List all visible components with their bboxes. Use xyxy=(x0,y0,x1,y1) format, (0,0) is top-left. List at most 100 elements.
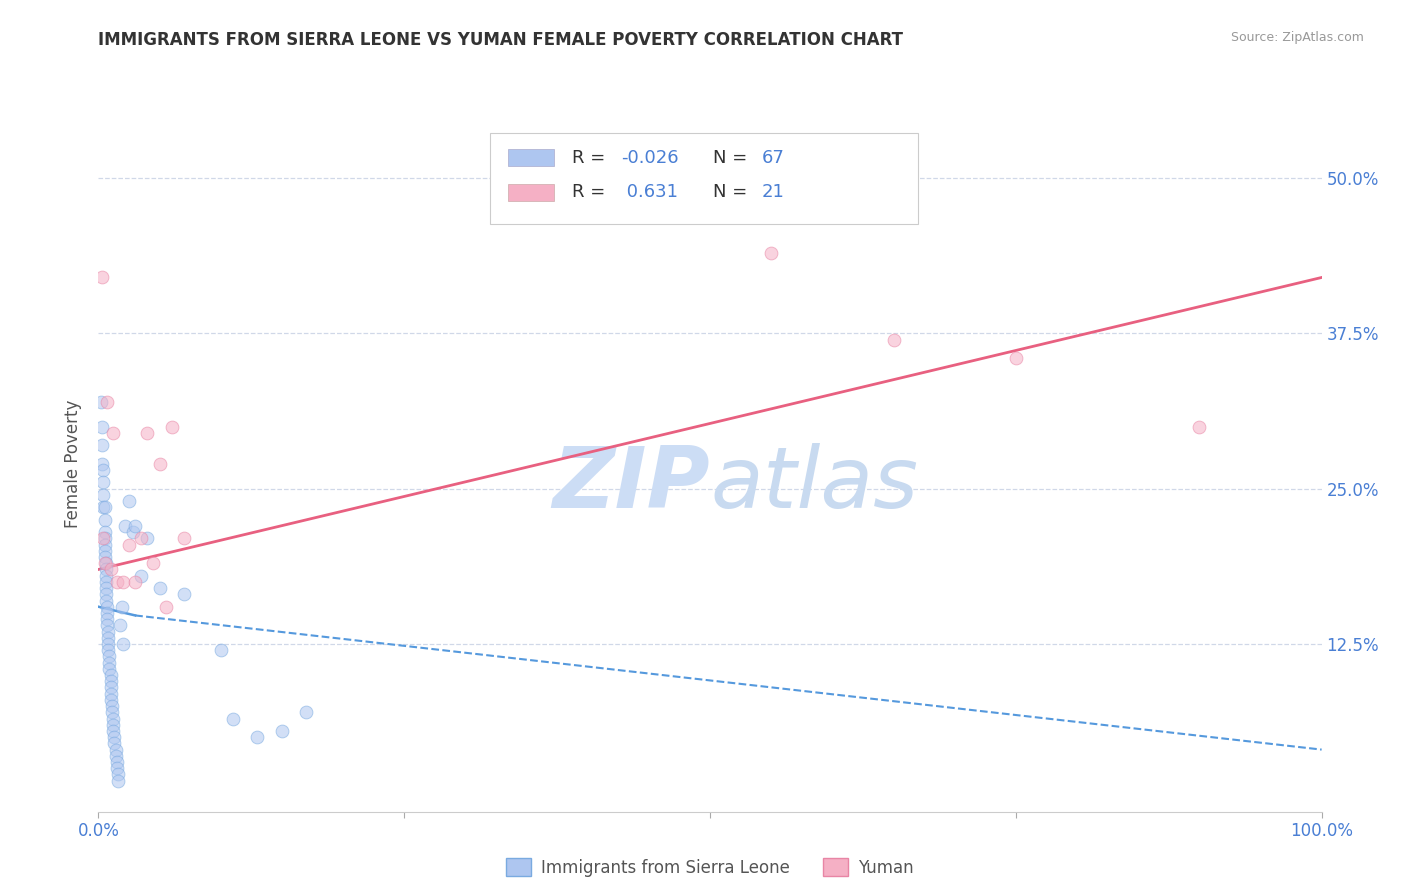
Point xyxy=(91,438,114,452)
Point xyxy=(93,549,115,564)
Point xyxy=(295,706,318,720)
Point xyxy=(118,538,141,552)
Point xyxy=(129,568,152,582)
Point xyxy=(98,662,121,676)
Point xyxy=(1188,419,1211,434)
Point xyxy=(93,543,115,558)
Point xyxy=(136,532,159,546)
Point xyxy=(100,562,122,576)
Point xyxy=(101,723,124,738)
Point xyxy=(93,500,115,515)
Point xyxy=(142,556,165,570)
Point xyxy=(129,532,152,546)
Point xyxy=(103,730,125,744)
Point xyxy=(93,532,115,546)
Point xyxy=(101,425,124,440)
Text: R =: R = xyxy=(572,149,612,167)
Text: 67: 67 xyxy=(762,149,785,167)
Point xyxy=(98,649,121,664)
Point xyxy=(173,532,195,546)
Point xyxy=(96,599,118,614)
Text: 0.631: 0.631 xyxy=(621,184,678,202)
FancyBboxPatch shape xyxy=(508,184,554,202)
Point xyxy=(105,761,128,775)
Point xyxy=(149,581,172,595)
Legend: Immigrants from Sierra Leone, Yuman: Immigrants from Sierra Leone, Yuman xyxy=(499,851,921,883)
Point xyxy=(91,532,114,546)
Point xyxy=(94,593,117,607)
Point xyxy=(121,525,143,540)
Text: Source: ZipAtlas.com: Source: ZipAtlas.com xyxy=(1230,31,1364,45)
Point xyxy=(100,687,122,701)
Point xyxy=(270,723,294,738)
Text: atlas: atlas xyxy=(710,443,918,526)
Point xyxy=(101,717,124,731)
Point xyxy=(100,674,122,689)
Point xyxy=(96,606,118,620)
Point xyxy=(96,618,118,632)
Point xyxy=(103,736,125,750)
Point xyxy=(114,519,136,533)
Point xyxy=(761,245,783,260)
Point xyxy=(90,394,112,409)
Point xyxy=(97,643,120,657)
Point xyxy=(98,656,121,670)
Point xyxy=(96,394,118,409)
Point xyxy=(91,419,114,434)
Point xyxy=(96,612,118,626)
Point xyxy=(94,574,117,589)
Point xyxy=(93,525,115,540)
Point xyxy=(149,457,172,471)
Point xyxy=(104,748,127,763)
Point xyxy=(107,773,129,788)
Point xyxy=(107,767,129,781)
Point xyxy=(97,624,120,639)
Point xyxy=(97,631,120,645)
Point xyxy=(91,500,114,515)
Point xyxy=(1004,351,1026,366)
Point xyxy=(101,699,124,714)
Point xyxy=(124,519,146,533)
Point xyxy=(124,574,146,589)
Point xyxy=(155,599,177,614)
Text: R =: R = xyxy=(572,184,612,202)
Point xyxy=(105,755,128,769)
Point xyxy=(100,693,122,707)
Point xyxy=(222,712,245,726)
Point xyxy=(93,513,115,527)
Point xyxy=(100,668,122,682)
Point xyxy=(101,712,124,726)
Point xyxy=(160,419,183,434)
Point xyxy=(136,425,159,440)
Point xyxy=(94,568,117,582)
Text: 21: 21 xyxy=(762,184,785,202)
FancyBboxPatch shape xyxy=(508,149,554,167)
Point xyxy=(94,587,117,601)
Point xyxy=(94,581,117,595)
Point xyxy=(93,538,115,552)
Point xyxy=(93,556,115,570)
Point xyxy=(97,637,120,651)
Point xyxy=(883,333,905,347)
Point xyxy=(173,587,195,601)
Point xyxy=(101,706,124,720)
Text: N =: N = xyxy=(713,149,754,167)
Point xyxy=(111,637,134,651)
Point xyxy=(111,574,134,589)
Point xyxy=(94,556,117,570)
FancyBboxPatch shape xyxy=(489,134,918,224)
Text: IMMIGRANTS FROM SIERRA LEONE VS YUMAN FEMALE POVERTY CORRELATION CHART: IMMIGRANTS FROM SIERRA LEONE VS YUMAN FE… xyxy=(98,31,904,49)
Point xyxy=(118,494,141,508)
Point xyxy=(110,618,132,632)
Point xyxy=(209,643,232,657)
Point xyxy=(111,599,134,614)
Point xyxy=(91,463,114,477)
Point xyxy=(104,742,127,756)
Point xyxy=(94,562,117,576)
Point xyxy=(246,730,269,744)
Point xyxy=(105,574,128,589)
Point xyxy=(91,457,114,471)
Point xyxy=(100,681,122,695)
Point xyxy=(91,270,114,285)
Text: ZIP: ZIP xyxy=(553,443,710,526)
